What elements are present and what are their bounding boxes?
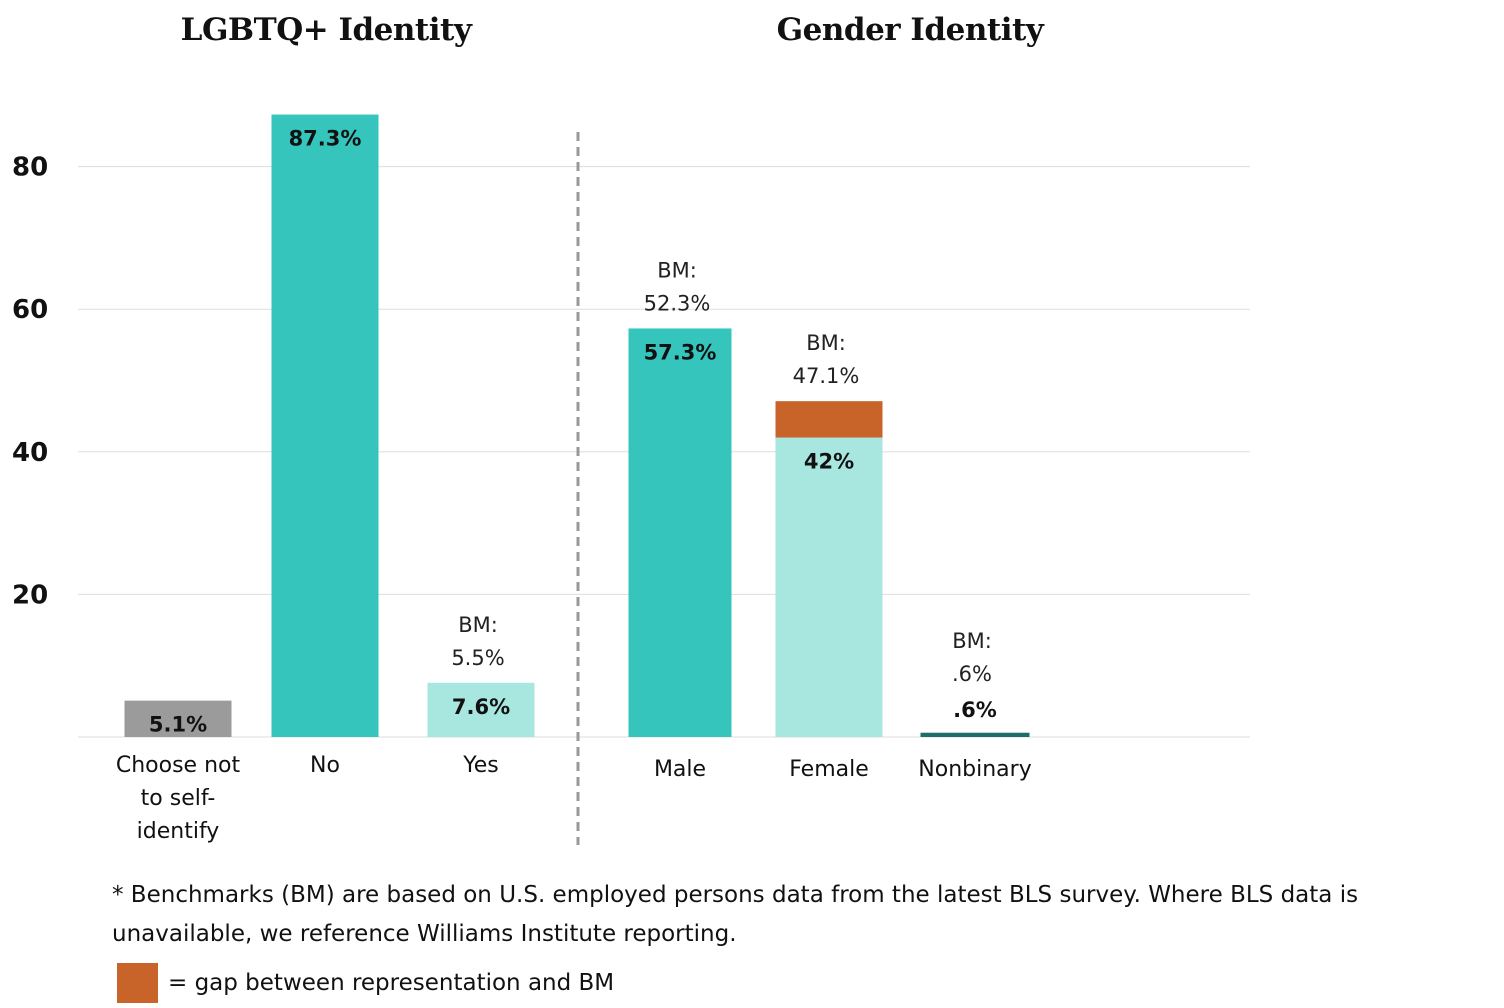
x-tick-label: Nonbinary bbox=[918, 757, 1031, 782]
benchmark-label: 52.3% bbox=[644, 291, 711, 315]
value-label: 42% bbox=[804, 450, 854, 474]
footnote: * Benchmarks (BM) are based on U.S. empl… bbox=[112, 882, 1359, 947]
x-tick-label: Male bbox=[654, 757, 706, 782]
x-tick-label: No bbox=[310, 753, 340, 778]
bar bbox=[920, 732, 1030, 737]
y-tick-label: 20 bbox=[12, 580, 48, 610]
value-label: 87.3% bbox=[289, 127, 362, 151]
x-tick-label: Choose not bbox=[116, 753, 241, 778]
legend: = gap between representation and BM bbox=[117, 963, 614, 1003]
y-axis: 20 40 60 80 bbox=[12, 153, 48, 611]
x-tick-label: Female bbox=[789, 757, 869, 782]
benchmark-label: 5.5% bbox=[451, 646, 504, 670]
y-tick-label: 40 bbox=[12, 438, 48, 468]
legend-label: = gap between representation and BM bbox=[168, 970, 615, 996]
benchmark-label: 47.1% bbox=[793, 364, 860, 388]
y-tick-label: 60 bbox=[12, 295, 48, 325]
benchmark-label: BM: bbox=[458, 613, 498, 637]
value-label: 7.6% bbox=[452, 695, 510, 719]
bars bbox=[124, 114, 1030, 737]
bar bbox=[427, 682, 535, 737]
bar bbox=[271, 114, 379, 737]
bar bbox=[124, 700, 232, 737]
legend-swatch-gap bbox=[117, 963, 158, 1003]
panel-title: Gender Identity bbox=[777, 12, 1045, 48]
x-tick-label: to self- bbox=[141, 786, 216, 811]
x-tick-label: Yes bbox=[462, 753, 499, 778]
y-tick-label: 80 bbox=[12, 153, 48, 183]
value-label: 5.1% bbox=[149, 713, 207, 737]
benchmark-label: .6% bbox=[952, 662, 992, 686]
panel-title: LGBTQ+ Identity bbox=[181, 12, 473, 48]
bar bbox=[775, 437, 883, 737]
value-label: 57.3% bbox=[644, 340, 717, 364]
bar bbox=[628, 328, 732, 737]
benchmark-label: BM: bbox=[657, 258, 697, 282]
bar-labels: 5.1% Choose not to self-identify 87.3% No 7.6… bbox=[116, 127, 1032, 844]
value-label: .6% bbox=[953, 698, 997, 722]
panel-titles: LGBTQ+ Identity Gender Identity bbox=[181, 12, 1046, 48]
benchmark-label: BM: bbox=[806, 331, 846, 355]
benchmark-label: BM: bbox=[952, 629, 992, 653]
x-tick-label: identify bbox=[137, 819, 220, 844]
gap-bar bbox=[775, 401, 883, 438]
